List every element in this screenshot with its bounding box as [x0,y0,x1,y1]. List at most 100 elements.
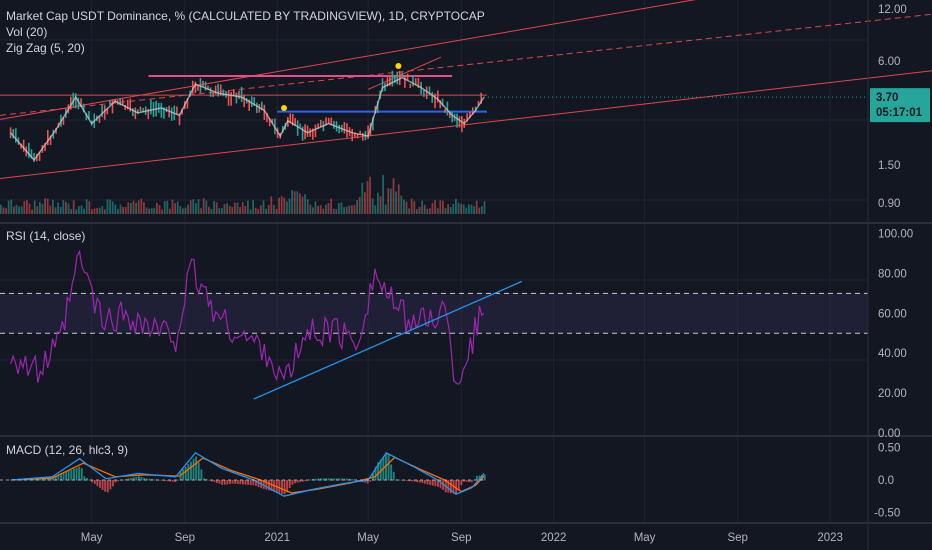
price-badge: 3.70 05:17:01 [870,88,930,123]
volume-bar [278,197,280,214]
volume-bar [275,208,278,214]
macd-line[interactable] [10,452,485,497]
macd-histogram-bar [340,478,343,481]
channel-upper-line[interactable] [0,0,932,120]
volume-bar [353,205,356,214]
macd-histogram-bar [327,478,330,481]
volume-bar [262,200,265,214]
macd-histogram-bar [236,480,239,484]
rsi-line[interactable] [10,249,485,386]
volume-bar [426,208,429,214]
macd-histogram-bar [450,480,452,494]
volume-bar [98,207,101,214]
rsi-legend[interactable]: RSI (14, close) [6,228,85,244]
volume-bar [345,206,348,214]
macd-histogram-bar [288,480,291,489]
zigzag-indicator-label[interactable]: Zig Zag (5, 20) [6,41,85,55]
time-axis-tick: 2021 [264,532,290,544]
price-legend[interactable]: Market Cap USDT Dominance, % (CALCULATED… [6,8,485,56]
volume-bar [135,202,137,214]
macd-histogram-bar [476,475,478,481]
rsi-axis-tick: 40.00 [878,348,907,360]
time-axis[interactable]: May Sep 2021 May Sep 2022 May Sep 2023 [81,532,843,544]
rsi-trend-line[interactable] [253,280,523,400]
volume-panel [0,175,486,214]
macd-histogram-bar [416,480,419,483]
macd-histogram-bar [379,459,382,481]
channel-mid-line[interactable] [0,13,932,116]
volume-bar [150,208,153,214]
macd-histogram-bar [226,480,229,485]
price-panel[interactable] [0,0,932,180]
price-badge-box [870,88,930,123]
macd-histogram-bar [221,480,224,485]
macd-histogram-bar [174,480,177,483]
volume-bar [247,200,249,214]
volume-bar [130,203,132,214]
time-axis-tick: Sep [451,532,471,544]
macd-histogram-bar [424,480,426,484]
zigzag-low-marker [281,104,288,111]
macd-panel[interactable] [0,452,486,497]
volume-bar [7,200,10,214]
volume-bar [28,203,31,214]
volume-bar [52,199,54,214]
macd-histogram-bar [78,466,81,481]
macd-histogram-bar [190,461,192,481]
volume-bar [241,201,244,214]
volume-bar [10,199,13,214]
volume-indicator-label[interactable]: Vol (20) [6,25,48,39]
price-line[interactable] [10,76,485,162]
macd-histogram-bar [54,476,57,481]
volume-bar [161,209,163,214]
rising-wedge-line[interactable] [367,56,442,90]
macd-histogram-bar [60,474,62,481]
volume-bar [418,206,421,214]
macd-histogram-bar [234,480,237,484]
macd-histogram-bar [418,480,421,483]
volume-bar [231,206,234,214]
volume-bar [200,208,202,214]
volume-bar [5,208,7,214]
volume-bar [265,208,267,214]
volume-bar [405,201,408,214]
volume-bar [163,201,166,214]
macd-histogram-bar [455,480,458,495]
volume-bar [218,208,221,214]
volume-bar [338,203,340,214]
macd-axis[interactable]: 0.50 0.0 -0.50 [874,443,900,520]
volume-bar [429,208,431,214]
macd-histogram-bar [148,478,151,481]
volume-bar [260,205,262,214]
macd-histogram-bar [65,471,68,481]
rsi-indicator-label[interactable]: RSI (14, close) [6,229,86,243]
macd-histogram-bar [169,480,172,482]
macd-histogram-bar [405,480,408,481]
volume-bar [364,192,366,214]
macd-histogram-bar [408,480,411,482]
volume-bar [166,200,169,214]
volume-bar [119,204,122,214]
volume-bar [408,208,410,214]
price-axis-tick: 12.00 [878,4,907,16]
volume-bar [127,202,130,214]
macd-histogram-bar [463,480,465,482]
volume-bar [202,198,205,214]
rsi-panel[interactable] [0,249,868,400]
volume-bar [33,200,36,214]
rsi-axis[interactable]: 100.00 80.00 60.00 40.00 20.00 0.00 [878,229,913,441]
volume-bar [145,207,148,214]
macd-histogram-bar [429,480,432,485]
macd-indicator-label[interactable]: MACD (12, 26, hlc3, 9) [6,443,129,457]
macd-legend[interactable]: MACD (12, 26, hlc3, 9) [6,442,128,458]
macd-histogram-bar [47,477,49,481]
macd-histogram-bar [88,479,91,481]
channel-lower-line[interactable] [0,70,932,180]
volume-bar [140,198,143,214]
macd-histogram-bar [67,470,70,481]
macd-histogram-bar [177,479,179,481]
volume-bar [75,209,78,214]
price-axis[interactable]: 12.00 6.00 1.50 0.90 [878,4,907,210]
